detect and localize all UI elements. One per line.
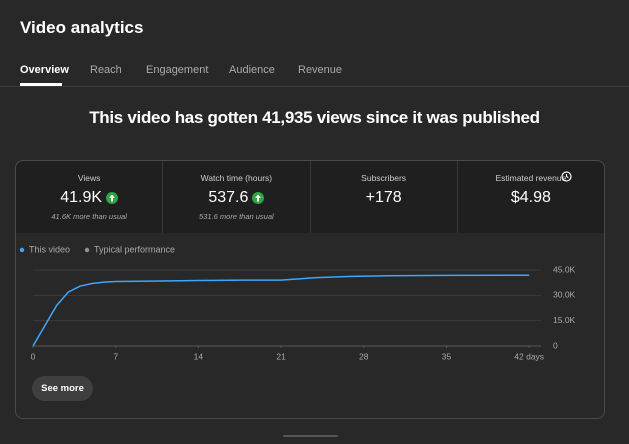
- tab[interactable]: Engagement: [146, 64, 209, 76]
- divider: [0, 86, 629, 87]
- scrollbar: [283, 435, 338, 437]
- card: [15, 160, 605, 419]
- tab[interactable]: Overview: [20, 64, 69, 76]
- page-title: Video analytics: [20, 18, 144, 37]
- tab[interactable]: Revenue: [298, 64, 343, 76]
- legend-label: Typical performance: [94, 244, 175, 254]
- legend-label: This video: [29, 244, 70, 254]
- metric-note: 531.6 more than usual: [199, 212, 274, 221]
- headline: This video has gotten 41,935 views since…: [89, 108, 540, 127]
- metric-note: 41.6K more than usual: [51, 212, 127, 221]
- metric-row: 41.9K: [16, 189, 162, 207]
- metric-label: Estimated revenue: [495, 173, 567, 183]
- metric[interactable]: Subscribers +178: [310, 161, 458, 233]
- metric-value: 537.6: [208, 189, 249, 206]
- x-tick-label: 21: [276, 351, 286, 361]
- legend-marker: [19, 247, 25, 253]
- metric-label: Views: [77, 173, 101, 183]
- x-tick-label: 42 days: [514, 351, 544, 361]
- tab-indicator: [20, 83, 62, 86]
- legend-marker: [84, 247, 90, 253]
- x-tick-label: 28: [359, 351, 369, 361]
- metric-label: Watch time (hours): [200, 173, 273, 183]
- tab[interactable]: Reach: [90, 64, 122, 76]
- y-tick-label: 15.0K: [553, 315, 576, 325]
- metric[interactable]: Views 41.9K 41.6K more than usual: [16, 161, 164, 233]
- up-icon: [252, 192, 265, 204]
- metric-value: $4.98: [510, 189, 551, 206]
- metric-label: Subscribers: [361, 173, 407, 183]
- y-tick-label: 30.0K: [553, 290, 576, 300]
- series-line: [32, 274, 530, 347]
- x-tick-label: 14: [194, 351, 204, 361]
- see-more-button[interactable]: See more: [32, 376, 93, 401]
- x-tick-label: 7: [113, 351, 118, 361]
- y-tick-label: 45.0K: [553, 264, 576, 274]
- metrics-row: Views 41.9K 41.6K more than usual Watch …: [16, 161, 604, 233]
- metric[interactable]: Watch time (hours) 537.6 531.6 more than…: [163, 161, 311, 233]
- x-tick-label: 35: [442, 351, 452, 361]
- clock-icon[interactable]: [561, 171, 572, 182]
- metric-row: 537.6: [163, 189, 309, 207]
- metric-value: 41.9K: [60, 189, 103, 206]
- metric-value: +178: [365, 189, 402, 206]
- up-icon: [106, 192, 119, 204]
- metric[interactable]: Estimated revenue $4.98: [457, 161, 604, 233]
- y-tick-label: 0: [553, 340, 558, 350]
- x-tick-label: 0: [31, 351, 36, 361]
- tab[interactable]: Audience: [229, 64, 275, 76]
